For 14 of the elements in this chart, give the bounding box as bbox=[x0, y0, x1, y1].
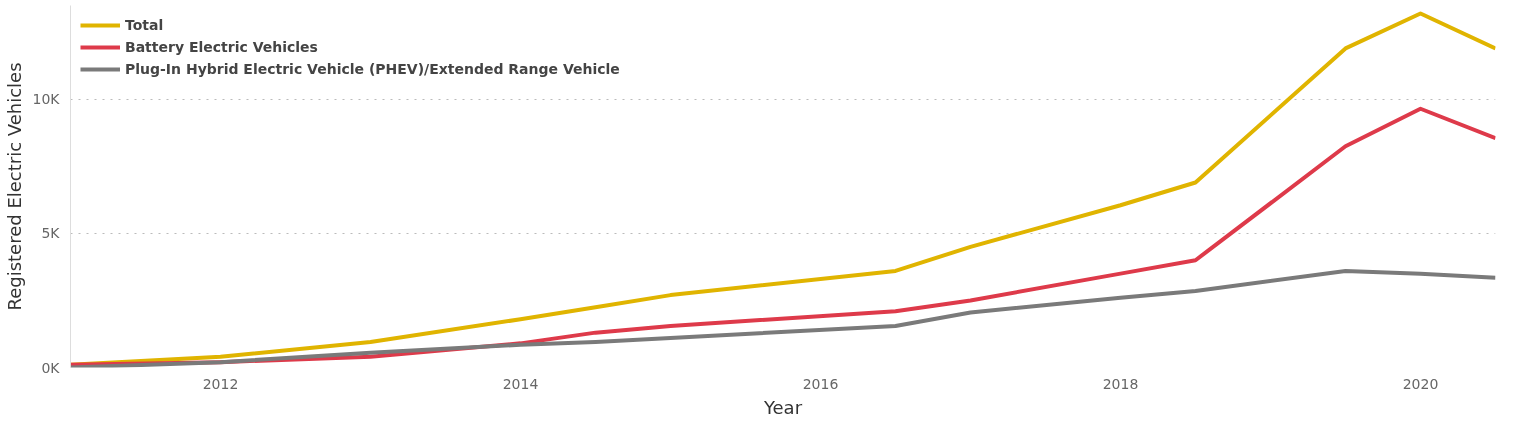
y-tick-label: 0K bbox=[41, 359, 61, 376]
x-tick-label: 2018 bbox=[1102, 375, 1139, 392]
x-tick-label: 2012 bbox=[202, 375, 239, 392]
y-axis-title: Registered Electric Vehicles bbox=[3, 62, 25, 311]
y-tick-label: 5K bbox=[41, 225, 61, 242]
y-tick-label: 10K bbox=[32, 91, 61, 108]
x-tick-label: 2020 bbox=[1402, 375, 1439, 392]
x-tick-label: 2014 bbox=[502, 375, 539, 392]
line-series bbox=[70, 268, 1496, 368]
x-tick-label: 2016 bbox=[802, 375, 839, 392]
legend-label: Total bbox=[125, 17, 164, 33]
legend-label: Battery Electric Vehicles bbox=[125, 39, 318, 55]
legend-label: Plug-In Hybrid Electric Vehicle (PHEV)/Extended Range Vehicle bbox=[125, 61, 620, 77]
x-axis-title: Year bbox=[762, 396, 803, 418]
